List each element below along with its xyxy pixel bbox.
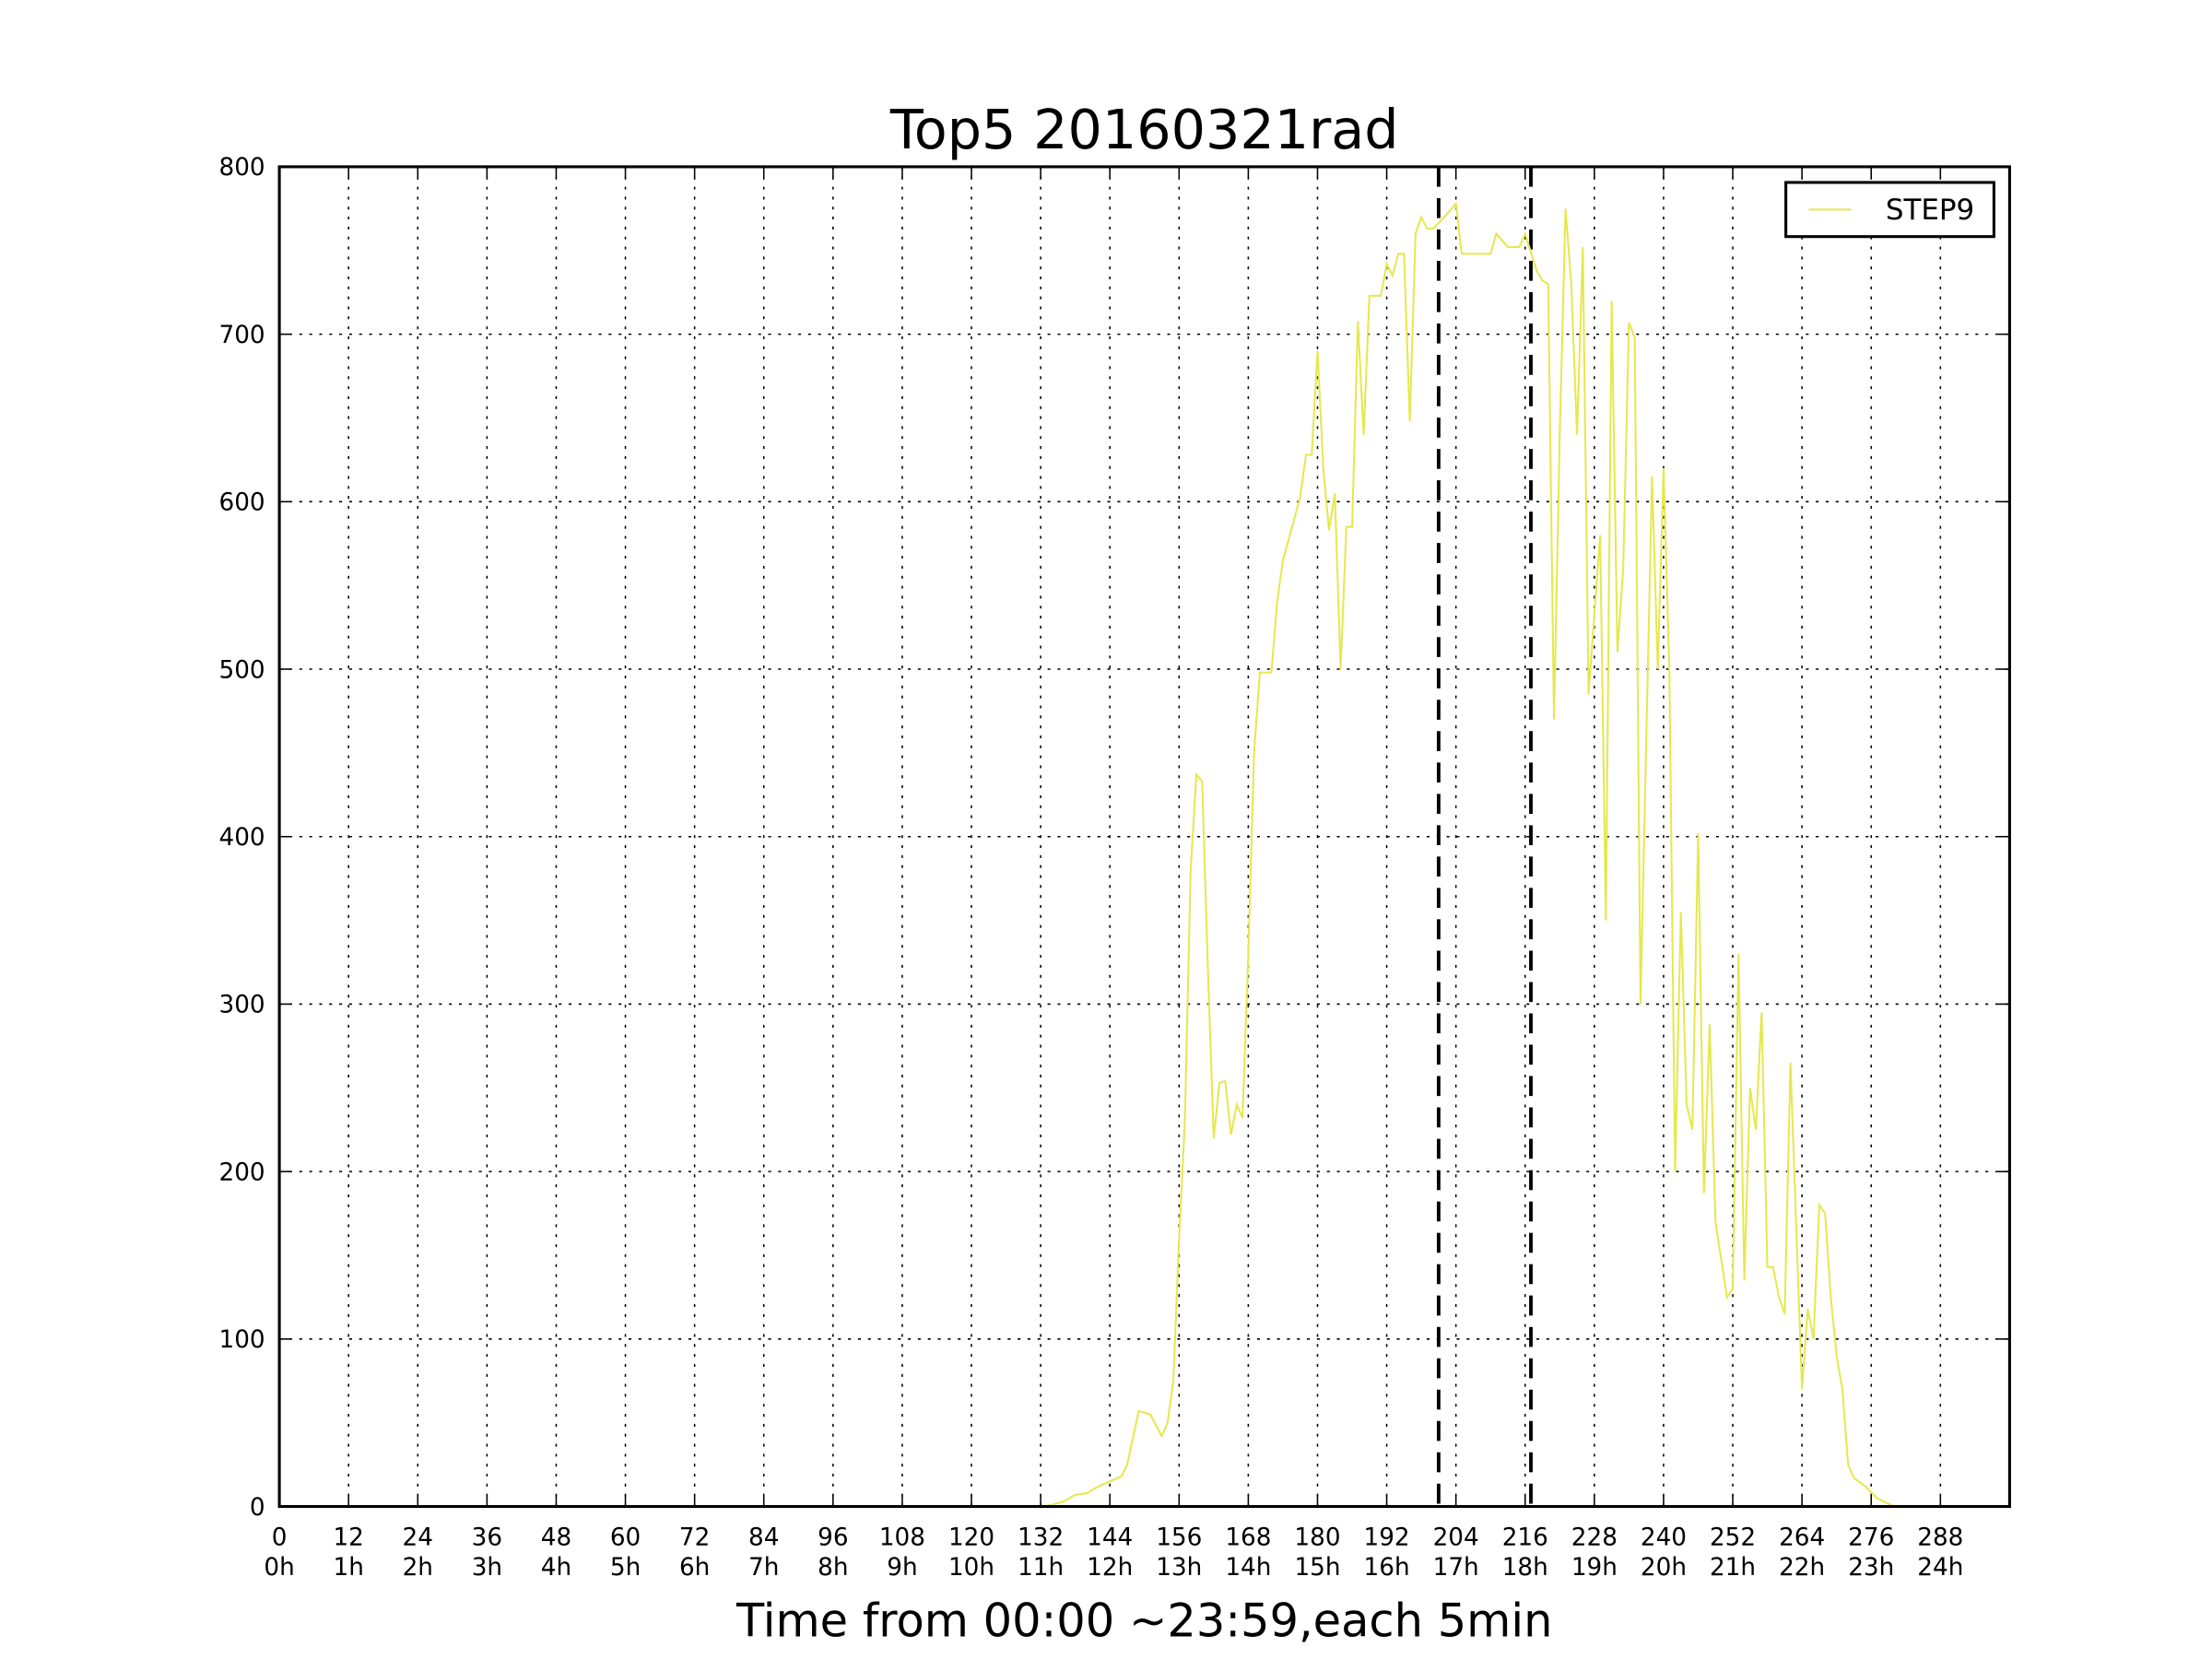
x-tick-hour-label: 10h — [948, 1554, 994, 1582]
x-tick-label: 204 — [1433, 1524, 1479, 1551]
data-line — [1040, 201, 1895, 1508]
x-tick-hour-label: 15h — [1294, 1554, 1340, 1582]
x-tick-label: 24 — [403, 1524, 433, 1551]
x-tick-hour-label: 1h — [334, 1554, 364, 1582]
x-tick-label: 192 — [1364, 1524, 1410, 1551]
x-tick-label: 288 — [1917, 1524, 1963, 1551]
x-tick-label: 48 — [541, 1524, 571, 1551]
x-tick-hour-label: 0h — [264, 1554, 294, 1582]
x-tick-hour-label: 22h — [1779, 1554, 1825, 1582]
x-tick-label: 84 — [748, 1524, 779, 1551]
x-tick-label: 36 — [472, 1524, 502, 1551]
x-tick-hour-label: 2h — [403, 1554, 433, 1582]
x-tick-hour-label: 6h — [679, 1554, 710, 1582]
x-tick-label: 240 — [1641, 1524, 1687, 1551]
x-tick-hour-label: 14h — [1225, 1554, 1271, 1582]
y-tick-label: 300 — [218, 992, 265, 1019]
plot-frame — [277, 165, 2011, 1509]
x-tick-label: 180 — [1294, 1524, 1340, 1551]
x-tick-label: 96 — [818, 1524, 848, 1551]
x-tick-hour-label: 16h — [1364, 1554, 1410, 1582]
legend-box — [1784, 181, 1995, 239]
x-tick-hour-label: 3h — [472, 1554, 502, 1582]
x-tick-label: 228 — [1571, 1524, 1618, 1551]
x-tick-label: 72 — [679, 1524, 710, 1551]
x-tick-label: 108 — [879, 1524, 925, 1551]
x-tick-hour-label: 13h — [1156, 1554, 1202, 1582]
y-tick-label: 700 — [218, 322, 265, 349]
legend-label: STEP9 — [1886, 194, 1974, 227]
x-tick-hour-label: 19h — [1571, 1554, 1618, 1582]
x-tick-label: 252 — [1710, 1524, 1756, 1551]
x-tick-hour-label: 12h — [1087, 1554, 1133, 1582]
x-tick-label: 60 — [610, 1524, 641, 1551]
x-tick-label: 276 — [1848, 1524, 1894, 1551]
x-tick-label: 168 — [1225, 1524, 1271, 1551]
y-tick-label: 0 — [250, 1494, 265, 1522]
y-tick-label: 500 — [218, 656, 265, 684]
x-tick-label: 132 — [1018, 1524, 1064, 1551]
y-tick-label: 200 — [218, 1159, 265, 1186]
x-tick-label: 216 — [1502, 1524, 1548, 1551]
x-tick-hour-label: 4h — [541, 1554, 571, 1582]
x-tick-hour-label: 23h — [1848, 1554, 1894, 1582]
x-tick-hour-label: 7h — [748, 1554, 779, 1582]
x-tick-label: 156 — [1156, 1524, 1202, 1551]
chart-title: Top5 20160321rad — [889, 98, 1399, 161]
y-tick-label: 400 — [218, 824, 265, 852]
x-tick-hour-label: 24h — [1917, 1554, 1963, 1582]
x-tick-hour-label: 17h — [1433, 1554, 1479, 1582]
x-tick-hour-label: 20h — [1641, 1554, 1687, 1582]
x-tick-label: 144 — [1087, 1524, 1133, 1551]
x-tick-hour-label: 8h — [818, 1554, 848, 1582]
x-tick-hour-label: 18h — [1502, 1554, 1548, 1582]
x-tick-label: 0 — [272, 1524, 288, 1551]
x-tick-label: 264 — [1779, 1524, 1825, 1551]
x-axis-label: Time from 00:00 ~23:59,each 5min — [735, 1594, 1552, 1647]
x-tick-hour-label: 5h — [610, 1554, 641, 1582]
x-tick-hour-label: 21h — [1710, 1554, 1756, 1582]
y-tick-label: 100 — [218, 1326, 265, 1354]
y-tick-label: 800 — [218, 154, 265, 182]
x-tick-label: 12 — [333, 1524, 363, 1551]
x-tick-hour-label: 11h — [1018, 1554, 1064, 1582]
x-tick-label: 120 — [948, 1524, 994, 1551]
y-tick-label: 600 — [218, 489, 265, 517]
x-tick-hour-label: 9h — [887, 1554, 917, 1582]
